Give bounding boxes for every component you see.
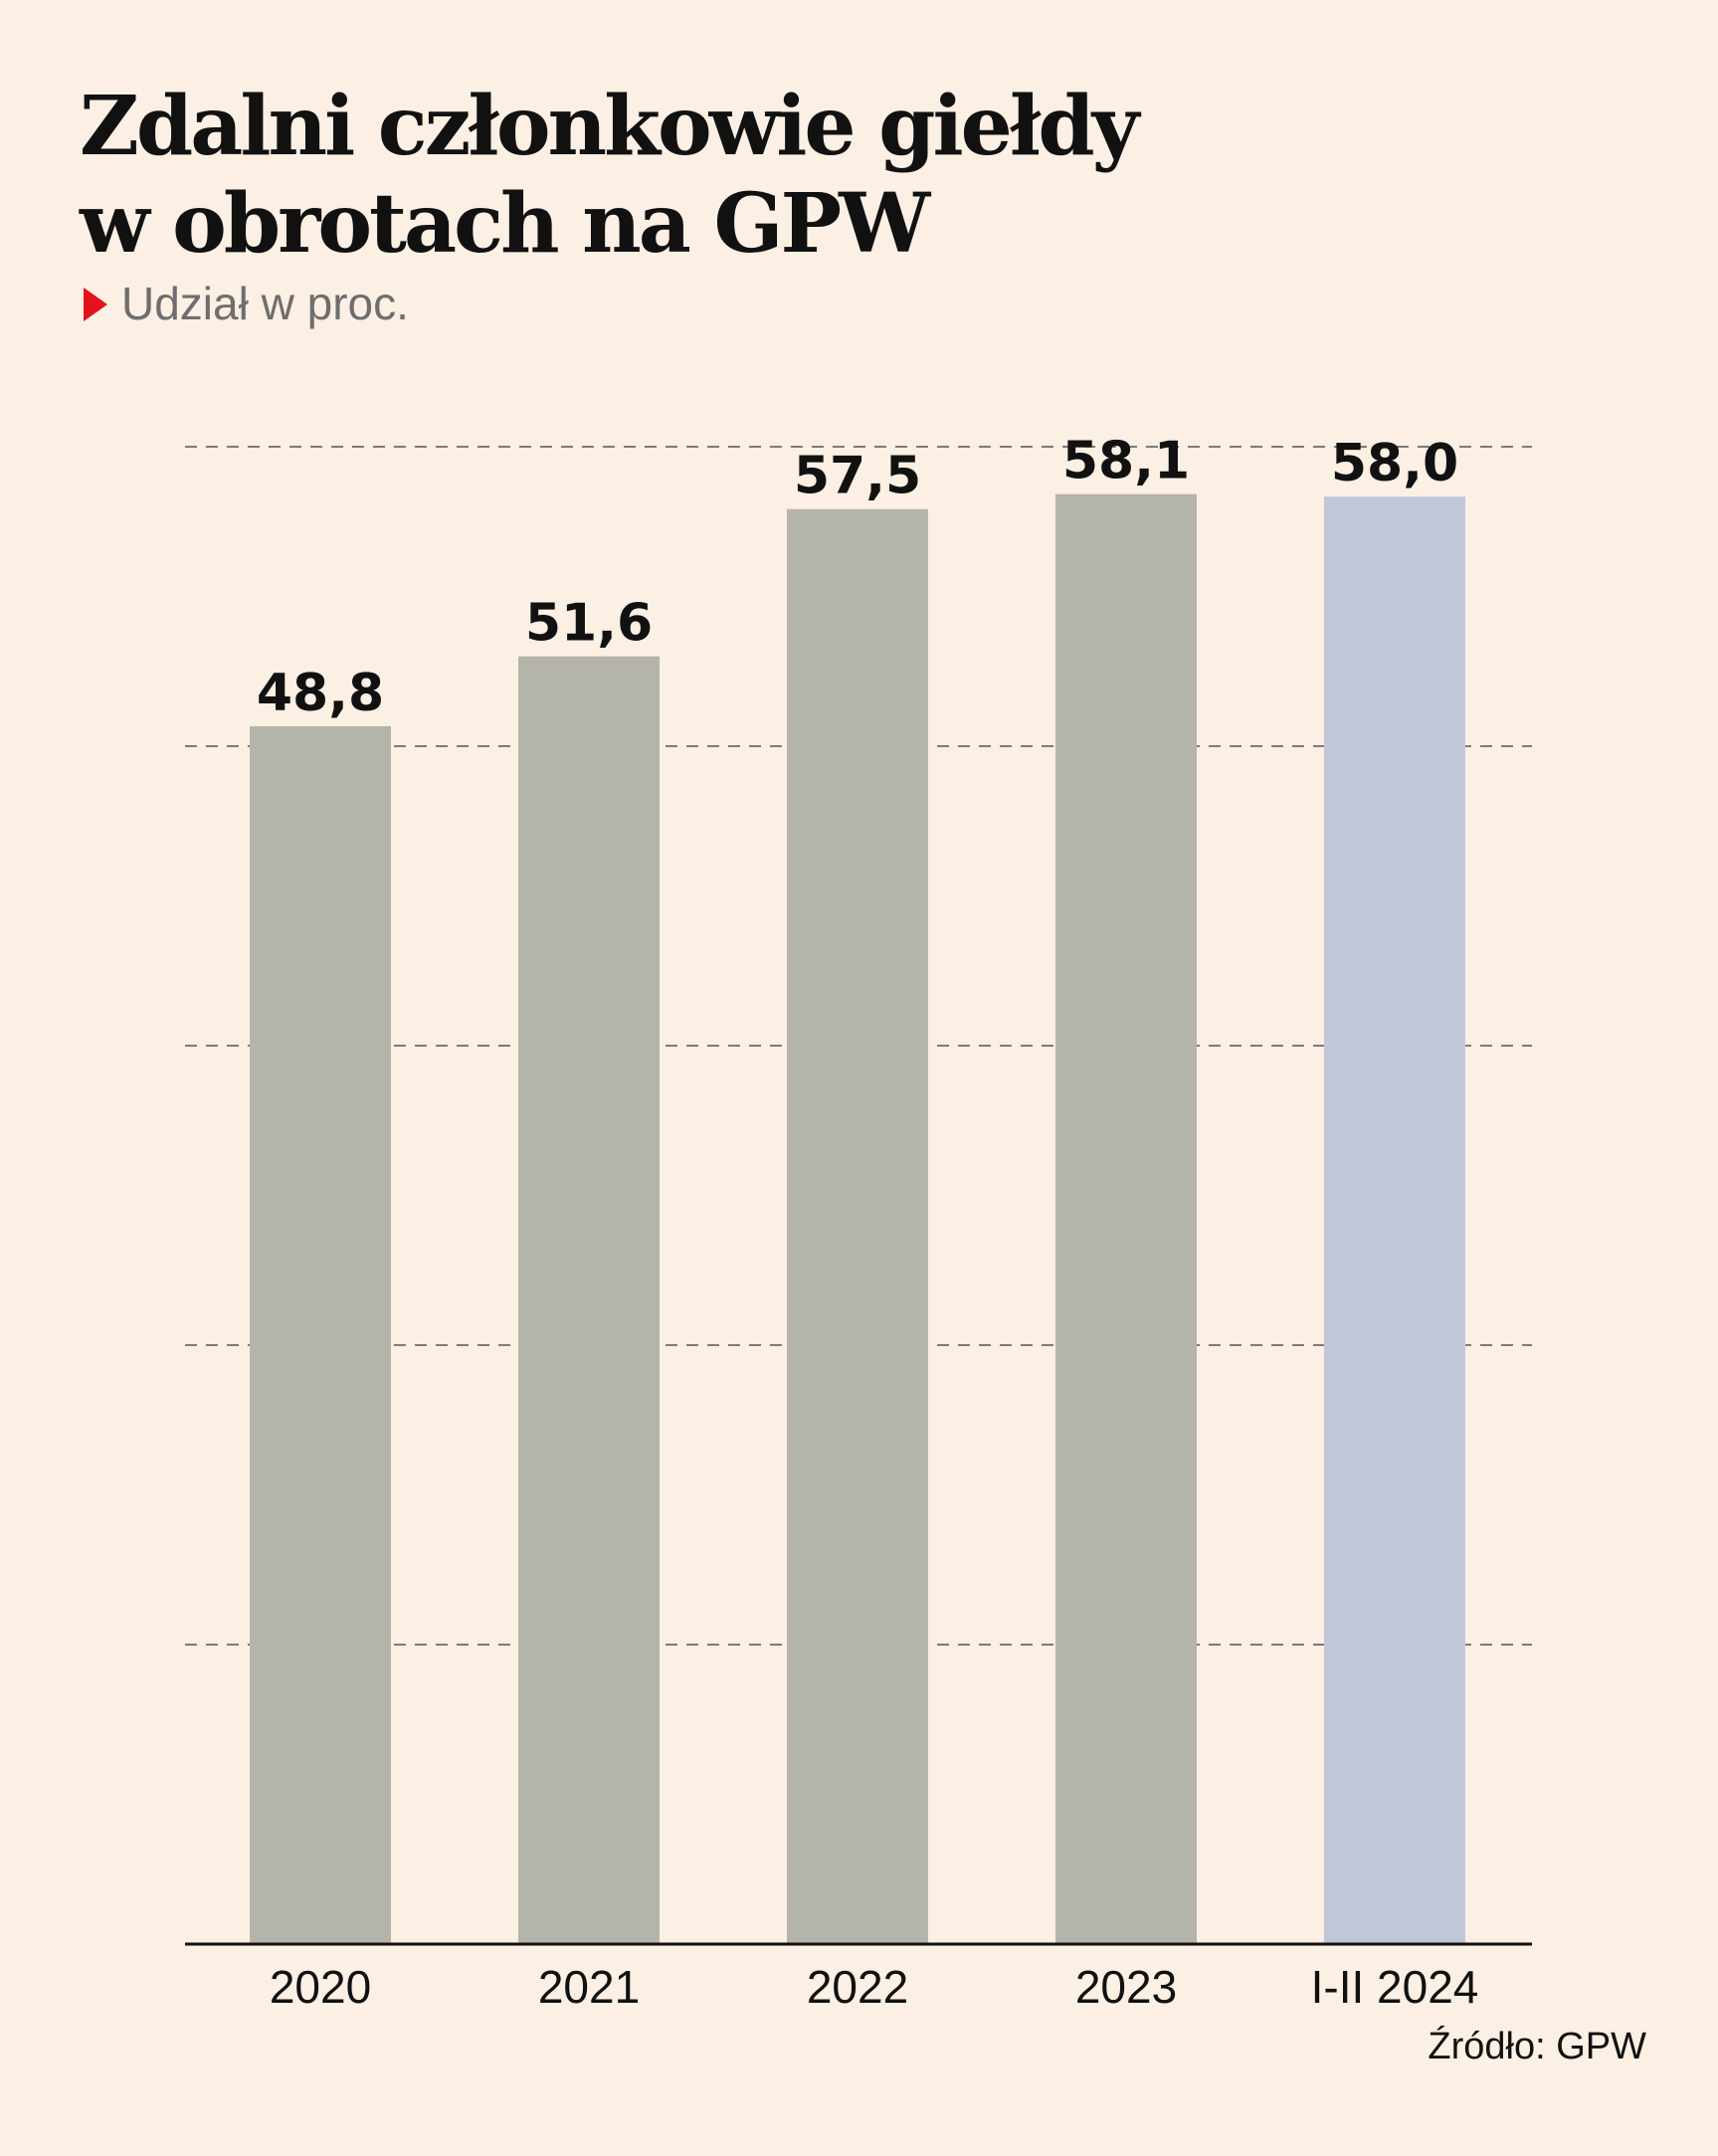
subtitle-text: Udział w proc.: [121, 278, 409, 329]
chart-subtitle: Udział w proc.: [84, 277, 409, 330]
x-tick-label-0: 2020: [270, 1961, 371, 2013]
x-tick-label-4: I-II 2024: [1311, 1961, 1479, 2013]
value-labels: 48,8 51,6 57,5 58,1 58,0: [257, 432, 1458, 723]
bar-4: [1324, 496, 1465, 1945]
x-tick-label-3: 2023: [1075, 1961, 1177, 2013]
bars: [250, 493, 1465, 1945]
x-tick-label-1: 2021: [538, 1961, 640, 2013]
value-label-1: 51,6: [525, 594, 653, 654]
chart-title-line-1: Zdalni członkowie giełdy: [80, 79, 1139, 174]
red-triangle-marker-icon: [84, 288, 107, 321]
chart-title: Zdalni członkowie giełdy w obrotach na G…: [80, 78, 1572, 273]
bar-1: [518, 656, 660, 1945]
bar-0: [250, 725, 391, 1944]
bar-3: [1055, 493, 1197, 1944]
chart-title-line-2: w obrotach na GPW: [80, 176, 930, 272]
x-tick-labels: 2020 2021 2022 2023 I-II 2024: [270, 1961, 1479, 2013]
value-label-3: 58,1: [1062, 432, 1190, 491]
value-label-2: 57,5: [794, 447, 921, 506]
x-tick-label-2: 2022: [807, 1961, 908, 2013]
value-label-4: 58,0: [1331, 434, 1458, 493]
value-label-0: 48,8: [257, 664, 384, 723]
bar-2: [787, 508, 928, 1944]
source-note: Źródło: GPW: [1428, 2026, 1646, 2067]
